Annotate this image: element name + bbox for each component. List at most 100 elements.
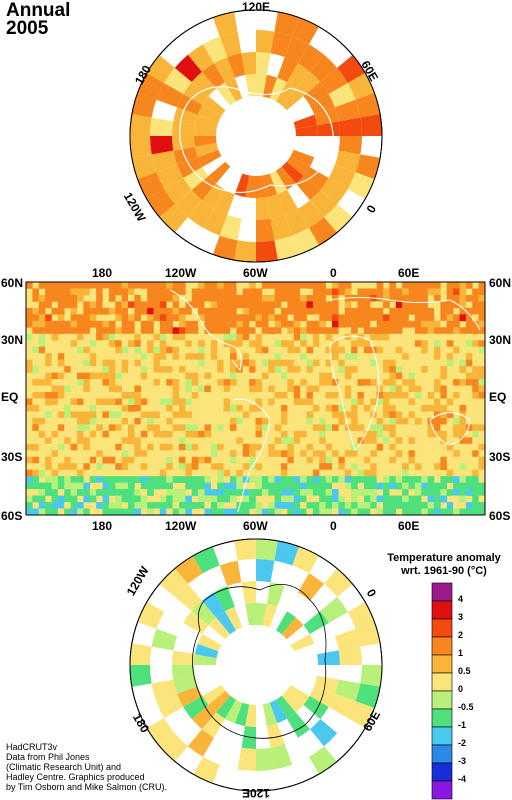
anomaly-cell <box>255 372 263 380</box>
anomaly-cell <box>77 327 84 335</box>
anomaly-cell <box>332 404 339 412</box>
anomaly-cell <box>268 392 275 399</box>
anomaly-cell <box>300 508 307 515</box>
legend-title-line2: wrt. 1961-90 (°C) <box>401 565 487 577</box>
anomaly-cell <box>446 353 454 360</box>
anomaly-cell <box>465 437 473 445</box>
anomaly-cell <box>472 508 479 515</box>
anomaly-cell <box>134 294 142 302</box>
anomaly-cell <box>38 417 46 425</box>
anomaly-cell <box>204 372 212 380</box>
anomaly-cell <box>26 353 33 360</box>
anomaly-cell <box>70 508 78 515</box>
anomaly-cell <box>357 443 365 451</box>
anomaly-cell <box>108 404 116 412</box>
anomaly-cell <box>357 294 365 302</box>
anomaly-cell <box>319 333 326 341</box>
anomaly-cell <box>478 301 485 309</box>
anomaly-cell <box>57 404 65 412</box>
anomaly-cell <box>38 495 46 503</box>
anomaly-cell <box>268 469 275 477</box>
anomaly-cell <box>332 366 339 373</box>
polar-cell <box>202 183 225 209</box>
anomaly-cell <box>274 404 282 412</box>
anomaly-cell <box>287 508 295 515</box>
anomaly-cell <box>236 463 244 470</box>
anomaly-cell <box>453 392 460 399</box>
anomaly-cell <box>198 411 205 419</box>
anomaly-cell <box>465 463 473 470</box>
anomaly-cell <box>77 314 84 322</box>
anomaly-cell <box>376 482 384 490</box>
anomaly-cell <box>140 443 148 451</box>
anomaly-cell <box>274 294 282 302</box>
anomaly-cell <box>319 424 326 432</box>
anomaly-cell <box>223 314 231 322</box>
anomaly-cell <box>281 385 288 393</box>
anomaly-cell <box>96 294 103 302</box>
anomaly-cell <box>140 366 148 373</box>
anomaly-cell <box>96 424 103 432</box>
anomaly-cell <box>440 450 448 458</box>
anomaly-cell <box>306 489 314 496</box>
anomaly-cell <box>249 489 256 496</box>
anomaly-cell <box>370 495 377 503</box>
anomaly-cell <box>440 366 448 373</box>
anomaly-cell <box>459 443 467 451</box>
anomaly-cell <box>376 333 384 341</box>
polar-cell <box>276 166 296 190</box>
anomaly-cell <box>370 288 377 296</box>
anomaly-cell <box>268 411 275 419</box>
anomaly-cell <box>153 482 161 490</box>
anomaly-cell <box>421 443 428 451</box>
anomaly-cell <box>230 366 237 373</box>
anomaly-cell <box>242 392 250 399</box>
anomaly-cell <box>389 398 397 406</box>
anomaly-cell <box>172 404 180 412</box>
polar-cell <box>164 67 192 94</box>
anomaly-cell <box>421 288 428 296</box>
anomaly-cell <box>395 463 403 470</box>
anomaly-cell <box>459 282 467 289</box>
anomaly-cell <box>389 502 397 509</box>
anomaly-cell <box>102 346 110 354</box>
anomaly-cell <box>210 301 218 309</box>
anomaly-cell <box>236 508 244 515</box>
anomaly-cell <box>83 450 91 458</box>
anomaly-cell <box>395 424 403 432</box>
anomaly-cell <box>166 430 173 438</box>
anomaly-cell <box>230 437 237 445</box>
anomaly-cell <box>472 372 479 380</box>
anomaly-cell <box>140 398 148 406</box>
anomaly-cell <box>383 294 390 302</box>
polar-cell <box>276 611 296 635</box>
anomaly-cell <box>210 437 218 445</box>
anomaly-cell <box>147 489 154 496</box>
anomaly-cell <box>83 340 91 348</box>
anomaly-cell <box>421 379 428 386</box>
anomaly-cell <box>395 502 403 509</box>
anomaly-cell <box>351 411 358 419</box>
anomaly-cell <box>363 404 371 412</box>
anomaly-cell <box>274 385 282 393</box>
polar-cell <box>245 602 256 626</box>
anomaly-cell <box>64 340 71 348</box>
anomaly-cell <box>191 301 199 309</box>
anomaly-cell <box>383 508 390 515</box>
anomaly-cell <box>453 424 460 432</box>
anomaly-cell <box>459 366 467 373</box>
anomaly-cell <box>153 301 161 309</box>
anomaly-cell <box>64 353 71 360</box>
polar-cell <box>324 566 355 597</box>
anomaly-cell <box>45 372 52 380</box>
anomaly-cell <box>57 294 65 302</box>
anomaly-cell <box>459 379 467 386</box>
anomaly-cell <box>32 463 40 470</box>
anomaly-cell <box>147 443 154 451</box>
anomaly-cell <box>325 307 333 315</box>
anomaly-cell <box>108 456 116 464</box>
anomaly-cell <box>223 437 231 445</box>
anomaly-cell <box>210 508 218 515</box>
anomaly-cell <box>434 417 441 425</box>
polar-cell <box>334 628 361 651</box>
